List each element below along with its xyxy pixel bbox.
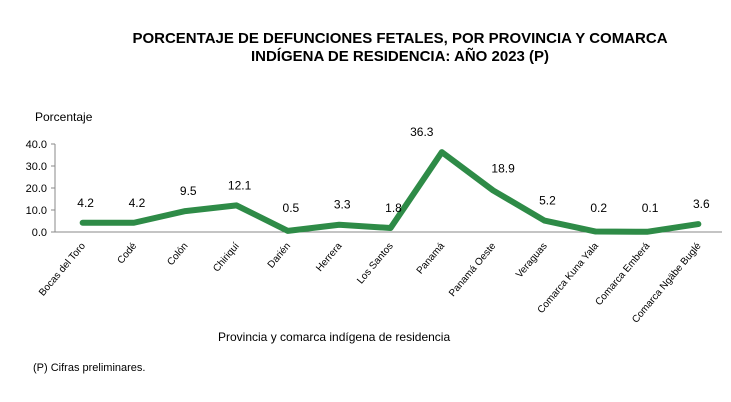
x-tick-label: Colón: [165, 241, 190, 268]
data-label: 5.2: [539, 194, 556, 208]
y-tick-label: 10.0: [26, 205, 47, 217]
data-label: 9.5: [180, 184, 197, 198]
data-label: 3.3: [334, 198, 351, 212]
x-tick-label: Darién: [266, 241, 293, 271]
data-label: 0.2: [590, 201, 607, 215]
x-tick-label: Bocas del Toro: [37, 241, 88, 299]
data-label: 36.3: [410, 125, 434, 139]
x-tick-label: Codé: [115, 241, 139, 267]
y-tick-label: 30.0: [26, 161, 47, 173]
x-tick-label: Panamá Oeste: [447, 241, 499, 300]
x-tick-label: Chiriquí: [211, 241, 242, 275]
x-tick-label: Comarca Emberá: [594, 241, 653, 308]
series-line: [79, 149, 702, 235]
data-label: 4.2: [77, 196, 94, 210]
data-label: 0.5: [283, 201, 300, 215]
footnote: (P) Cifras preliminares.: [33, 362, 146, 374]
x-tick-label: Herrera: [314, 241, 344, 274]
y-axis-label: Porcentaje: [35, 110, 93, 124]
data-label: 1.8: [385, 201, 402, 215]
y-tick-label: 20.0: [26, 183, 47, 195]
chart-title-line2: INDÍGENA DE RESIDENCIA: AÑO 2023 (P): [250, 48, 550, 65]
y-tick-label: 0.0: [32, 227, 47, 239]
data-label: 3.6: [693, 197, 710, 211]
data-label: 0.1: [642, 201, 659, 215]
x-tick-label: Panamá: [415, 241, 448, 277]
x-tick-label: Los Santos: [355, 241, 396, 286]
x-tick-label: Veraguas: [514, 241, 550, 280]
data-label: 12.1: [228, 178, 252, 192]
x-axis-label: Provincia y comarca indígena de residenc…: [218, 330, 451, 344]
data-label: 4.2: [129, 196, 146, 210]
y-tick-label: 40.0: [26, 139, 47, 151]
chart-title-line1: PORCENTAJE DE DEFUNCIONES FETALES, POR P…: [132, 30, 668, 47]
data-label: 18.9: [491, 161, 515, 175]
